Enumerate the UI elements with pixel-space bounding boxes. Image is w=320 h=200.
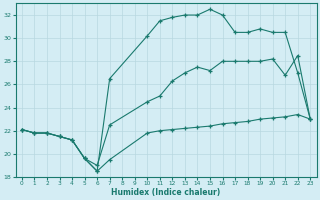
X-axis label: Humidex (Indice chaleur): Humidex (Indice chaleur)	[111, 188, 221, 197]
